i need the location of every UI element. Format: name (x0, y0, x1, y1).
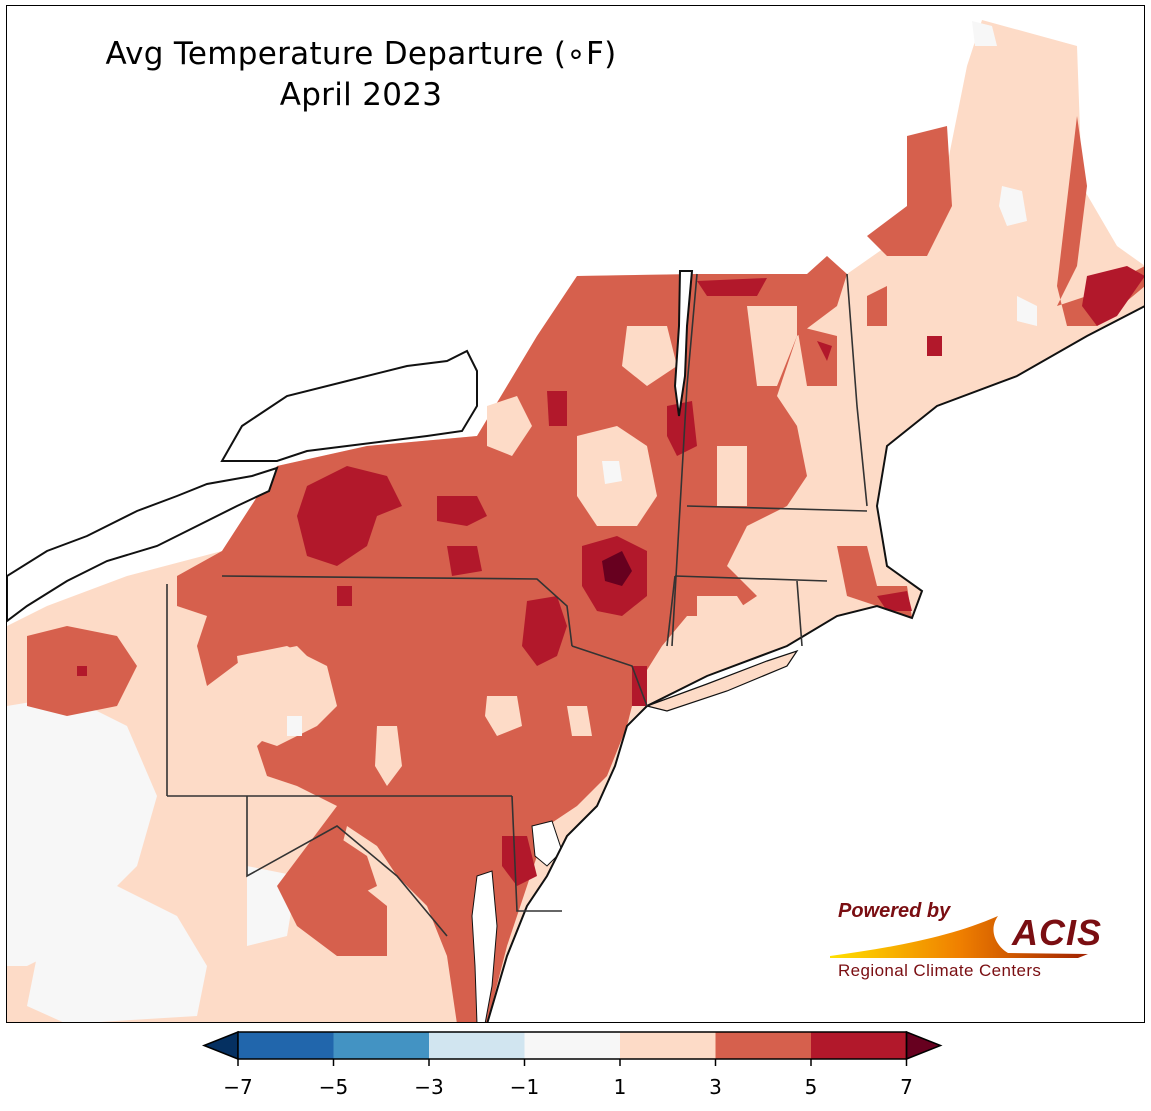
legend-bin (715, 1032, 811, 1059)
atlantic-ocean (487, 306, 1144, 1022)
border-nj-ny (571, 645, 648, 707)
border-ny-vt (671, 273, 698, 647)
legend-bin (333, 1032, 429, 1059)
legend-tick-label: −3 (414, 1075, 443, 1099)
coastline (486, 305, 1144, 1022)
legend-under-arrow (201, 1030, 239, 1061)
map-title: Avg Temperature Departure (∘F) (105, 36, 617, 72)
border-ma-north (686, 505, 868, 512)
border-wv-md (246, 796, 448, 937)
acis-logo: Powered by ACIS Regional Climate Centers (828, 898, 1108, 988)
powered-by-text: Powered by (838, 900, 951, 922)
legend-bin (620, 1032, 716, 1059)
lake-erie (7, 466, 279, 623)
legend-tick-label: 5 (805, 1075, 818, 1099)
legend-bin (811, 1032, 907, 1059)
border-vt-nh (846, 273, 868, 507)
border-ct-ri (796, 580, 803, 647)
logo-swoosh-icon (830, 916, 1088, 958)
neutral-zone-south (27, 886, 207, 1022)
regional-climate-centers-text: Regional Climate Centers (838, 961, 1042, 980)
band-1-to-3-patches (237, 306, 797, 786)
map-subtitle: April 2023 (279, 77, 443, 113)
legend-tick-label: −7 (223, 1075, 252, 1099)
legend-tick-label: 7 (900, 1075, 913, 1099)
legend-bin (238, 1032, 334, 1059)
border-ct-ma (674, 575, 828, 582)
lake-ontario (220, 349, 478, 462)
lake-champlain (673, 270, 694, 417)
temperature-departure-map (7, 20, 1144, 1022)
legend-tick-label: 1 (614, 1075, 627, 1099)
state-borders (166, 273, 868, 937)
neutral-blips (287, 21, 1037, 736)
band-above-7 (602, 551, 632, 586)
acis-brand-text: ACIS (1012, 912, 1103, 953)
border-ny-pa (221, 575, 573, 647)
water-bodies (7, 270, 694, 1022)
map-panel (6, 5, 1145, 1023)
legend-over-arrow (905, 1030, 943, 1061)
border-de (511, 795, 562, 912)
legend-frame (237, 1031, 908, 1060)
border-ny-ct (666, 575, 676, 647)
legend-bin (524, 1032, 620, 1059)
legend-tick-label: 3 (709, 1075, 722, 1099)
long-island (644, 649, 799, 712)
legend-tick-label: −1 (510, 1075, 539, 1099)
chesapeake-bay (471, 870, 498, 1022)
legend-bin (429, 1032, 525, 1059)
color-legend: −7 −5 −3 −1 1 3 5 7 (201, 1030, 943, 1099)
delaware-bay (531, 820, 563, 867)
legend-tick-label: −5 (319, 1075, 348, 1099)
neutral-zone-west (7, 696, 157, 966)
